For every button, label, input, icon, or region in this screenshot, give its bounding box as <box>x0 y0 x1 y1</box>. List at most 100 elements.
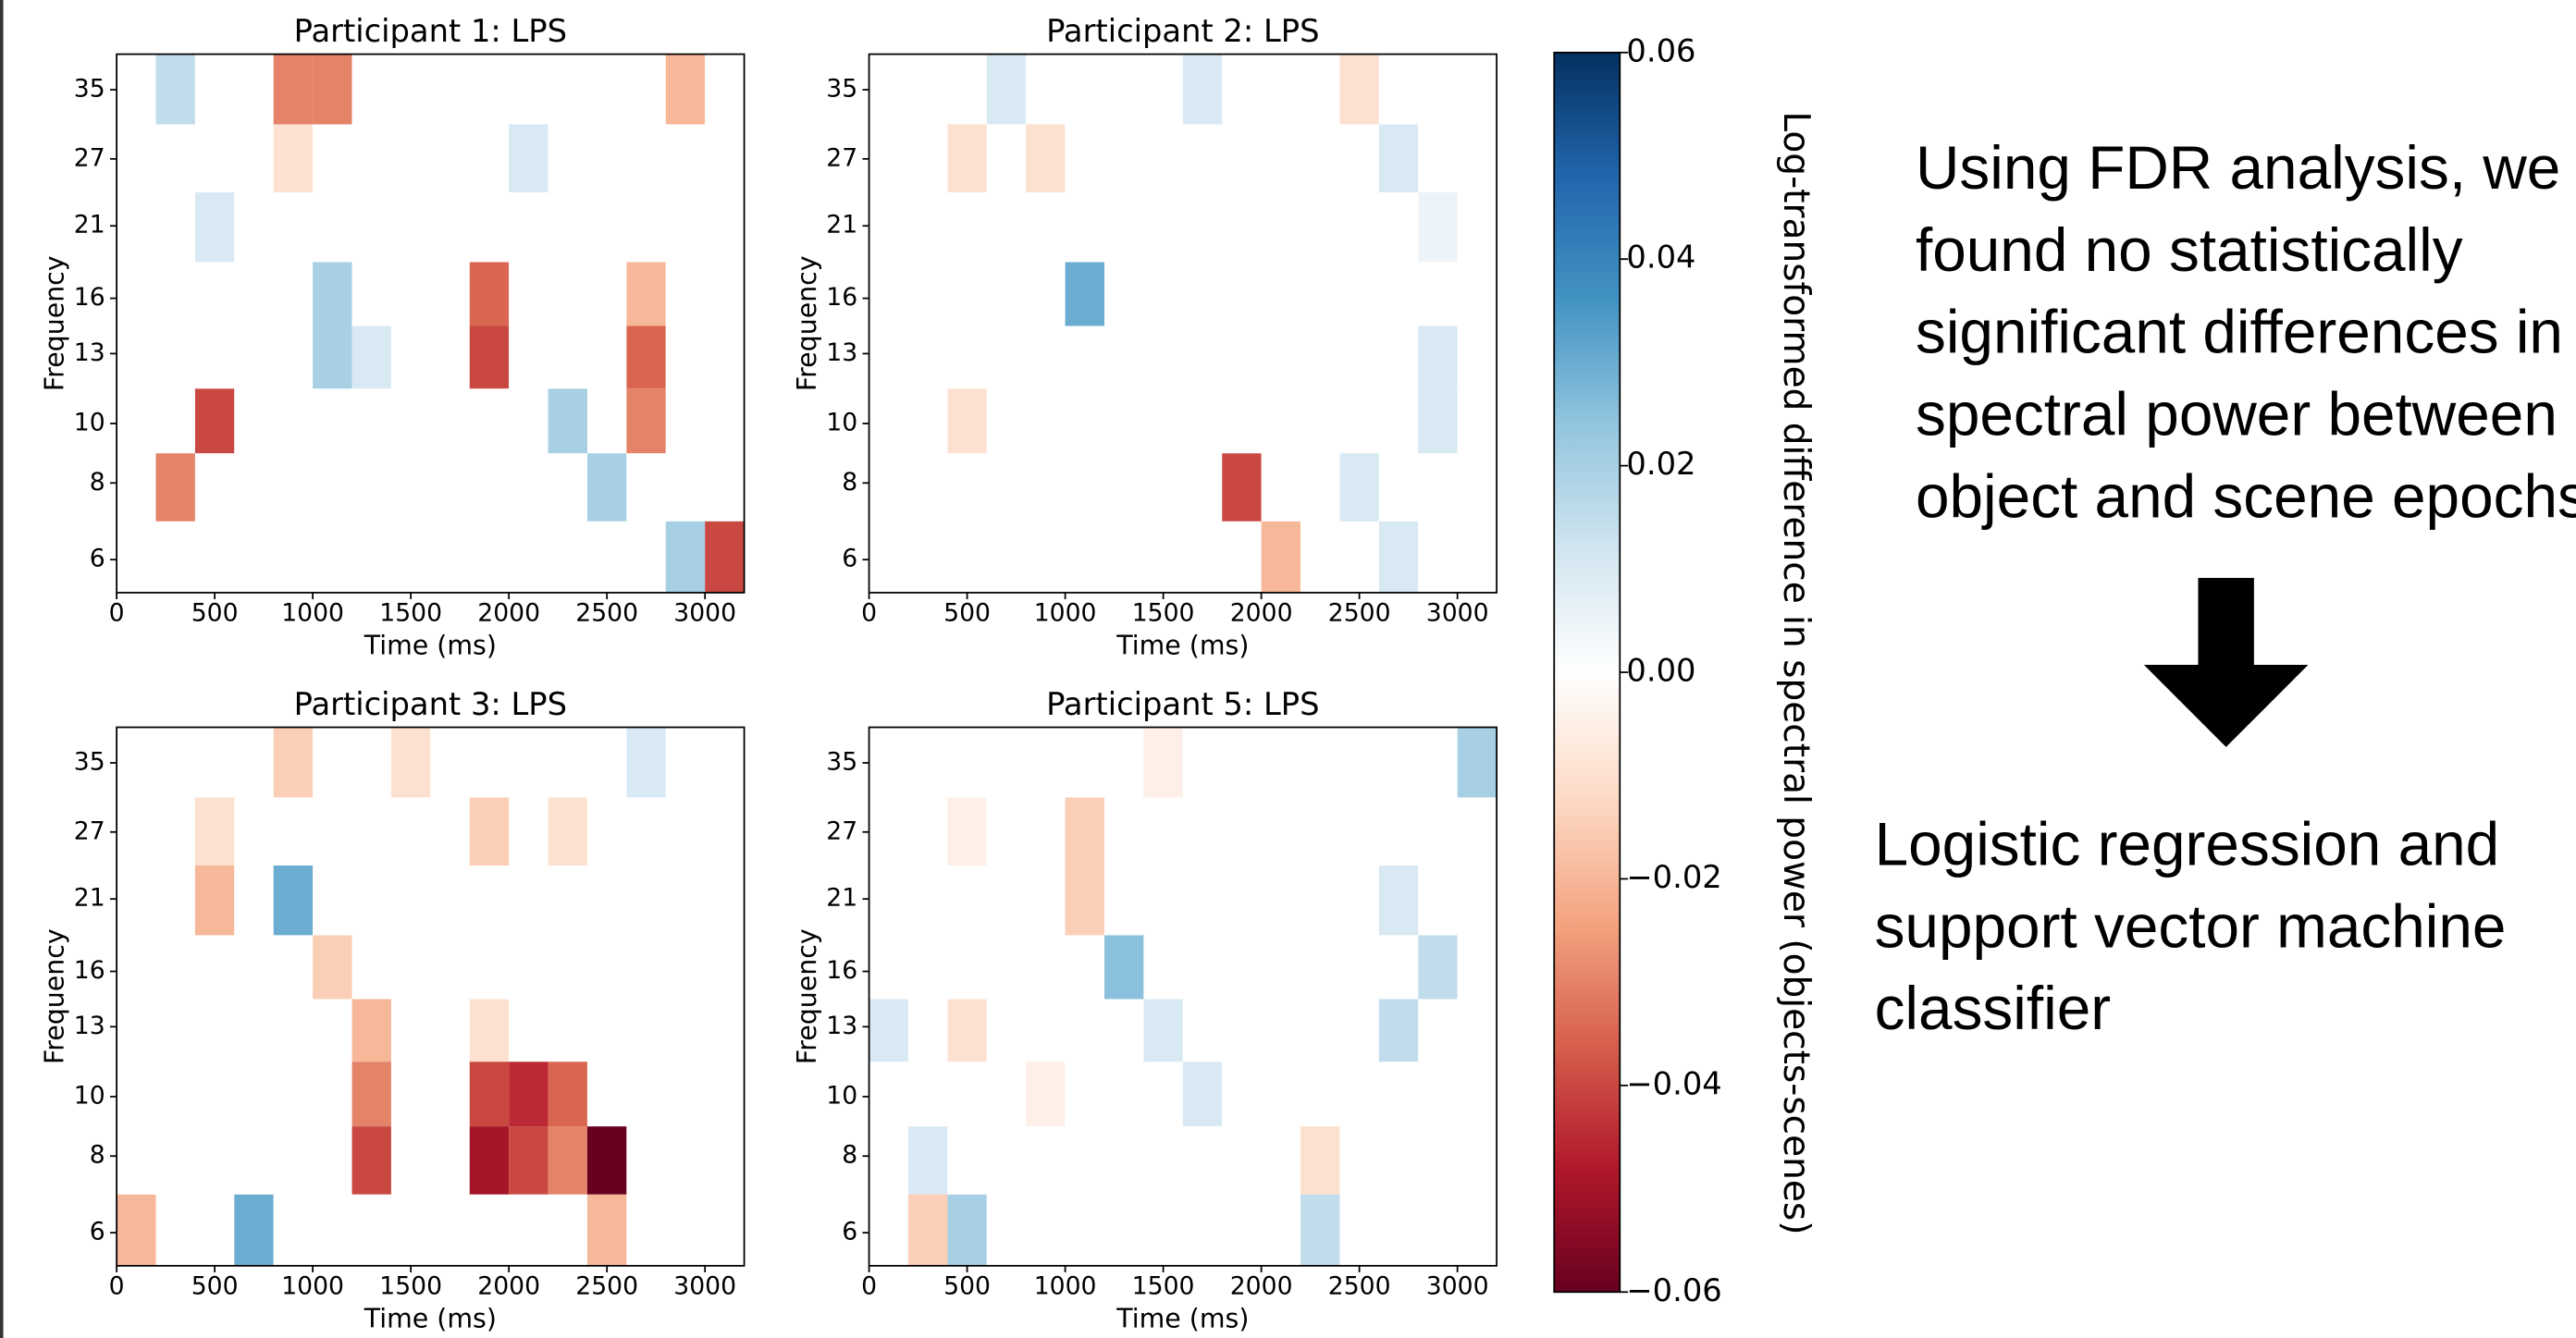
heatmap-cell <box>1300 1126 1340 1195</box>
heatmap-cell <box>1143 388 1183 454</box>
heatmap-cell <box>665 797 706 865</box>
heatmap-cell <box>1300 935 1340 1000</box>
heatmap-cell <box>1378 727 1419 798</box>
heatmap-cell <box>947 727 987 798</box>
heatmap-cell <box>313 325 352 389</box>
x-tick-label: 1000 <box>281 599 344 628</box>
heatmap-cell <box>390 521 431 593</box>
heatmap-cell <box>626 521 666 593</box>
heatmap-cell <box>194 797 235 865</box>
heatmap-cell <box>1457 797 1498 865</box>
y-tick-label: 8 <box>90 1141 105 1170</box>
heatmap-cell <box>117 521 156 593</box>
heatmap-cell <box>351 1126 391 1195</box>
heatmap-cell <box>234 727 274 798</box>
heatmap-cell <box>1143 935 1183 1000</box>
heatmap-cell <box>1143 325 1183 389</box>
heatmap-cell <box>1261 727 1301 798</box>
heatmap-cell <box>313 453 352 522</box>
heatmap-cell <box>907 453 948 522</box>
heatmap-cell <box>351 388 391 454</box>
heatmap-cell <box>1104 521 1144 593</box>
heatmap-cell <box>907 124 948 193</box>
heatmap-cell <box>626 124 666 193</box>
heatmap-cell <box>509 521 548 593</box>
heatmap-cell <box>907 935 948 1000</box>
heatmap-cell <box>626 727 666 798</box>
heatmap-cell <box>1261 865 1301 936</box>
heatmap-cell <box>313 521 352 593</box>
heatmap-cell <box>117 124 156 193</box>
heatmap-cell <box>986 727 1027 798</box>
y-tick-label: 16 <box>826 283 857 312</box>
heatmap-cell <box>1261 1062 1301 1127</box>
heatmap-cell <box>117 262 156 326</box>
heatmap-cell <box>1261 521 1301 593</box>
heatmap-cell <box>194 388 235 454</box>
heatmap-cell <box>869 262 908 326</box>
heatmap-cell <box>1378 262 1419 326</box>
heatmap-cell <box>194 521 235 593</box>
heatmap-cell <box>1261 1126 1301 1195</box>
y-tick-label: 10 <box>826 1081 857 1110</box>
y-tick-label: 21 <box>826 211 857 239</box>
heatmap-cell <box>869 1126 908 1195</box>
heatmap-cell <box>986 453 1027 522</box>
heatmap-cell <box>1182 124 1223 193</box>
heatmap-cell <box>1026 797 1066 865</box>
heatmap-cell <box>469 325 510 389</box>
heatmap-cell <box>469 388 510 454</box>
heatmap-cell <box>509 325 548 389</box>
heatmap-cell <box>1222 521 1262 593</box>
heatmap-cell <box>234 388 274 454</box>
heatmap-cell <box>1143 727 1183 798</box>
heatmap-cell <box>1378 1194 1419 1266</box>
heatmap-cell <box>1065 388 1105 454</box>
x-tick-label: 0 <box>861 1271 877 1300</box>
heatmap-cell <box>390 1194 431 1266</box>
heatmap-cell <box>469 797 510 865</box>
heatmap-cell <box>430 865 470 936</box>
heatmap-cell <box>1457 521 1498 593</box>
heatmap-cell <box>665 1194 706 1266</box>
y-axis-label: Frequency <box>792 928 822 1064</box>
heatmap-cell <box>194 124 235 193</box>
heatmap-cell <box>351 1062 391 1127</box>
x-axis-label: Time (ms) <box>364 1303 497 1333</box>
heatmap-cell <box>869 325 908 389</box>
heatmap-cell <box>1261 325 1301 389</box>
heatmap-cell <box>351 935 391 1000</box>
heatmap-cell <box>1418 865 1458 936</box>
heatmap-cell <box>1418 521 1458 593</box>
heatmap-cell <box>351 999 391 1062</box>
finding-text: Using FDR analysis, we <box>1916 134 2560 202</box>
heatmap-cell <box>155 999 195 1062</box>
y-axis-label: Frequency <box>39 255 69 391</box>
heatmap-cell <box>586 453 627 522</box>
heatmap-cell <box>1182 727 1223 798</box>
heatmap-cell <box>509 797 548 865</box>
heatmap-cell <box>1339 1062 1379 1127</box>
heatmap-cell <box>548 1194 587 1266</box>
heatmap-cell <box>1339 192 1379 263</box>
heatmap-cell <box>1300 1194 1340 1266</box>
heatmap-cell <box>1418 999 1458 1062</box>
x-tick-label: 3000 <box>673 599 736 628</box>
heatmap-cell <box>1300 521 1340 593</box>
y-tick-label: 13 <box>826 1012 857 1040</box>
heatmap-cell <box>986 124 1027 193</box>
heatmap-cell <box>1418 124 1458 193</box>
heatmap-cell <box>1339 797 1379 865</box>
heatmap-cell <box>1378 1062 1419 1127</box>
heatmap-cell <box>509 262 548 326</box>
heatmap-cell <box>313 797 352 865</box>
heatmap-cell <box>390 865 431 936</box>
heatmap-cell <box>907 1126 948 1195</box>
colorbar-tick-label: −0.04 <box>1626 1065 1721 1101</box>
heatmap-cell <box>390 262 431 326</box>
heatmap-cell <box>469 865 510 936</box>
heatmap-cell <box>390 999 431 1062</box>
heatmap-cell <box>1378 124 1419 193</box>
colorbar-tick-label: 0.04 <box>1626 239 1695 276</box>
heatmap-cell <box>986 54 1027 125</box>
